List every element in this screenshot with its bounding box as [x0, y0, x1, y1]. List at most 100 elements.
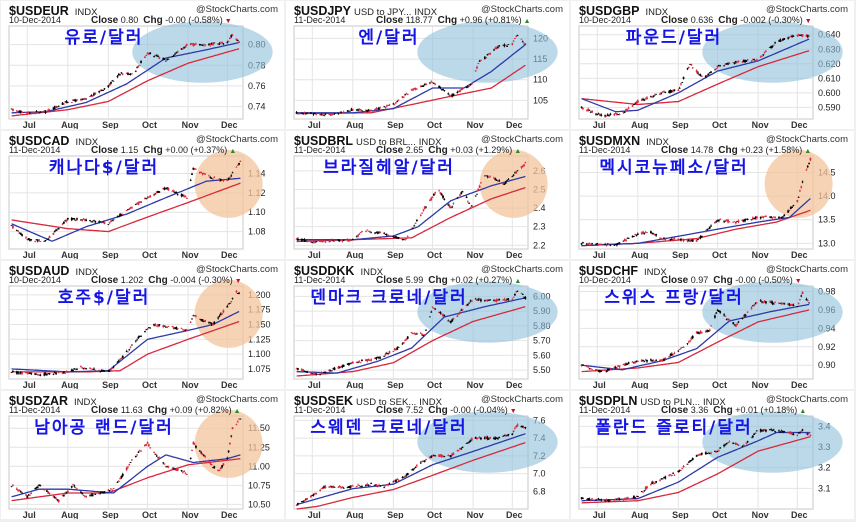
candle-body [728, 62, 731, 64]
candle-body [737, 444, 740, 446]
candle-body [511, 433, 514, 435]
candle-body [733, 324, 736, 326]
candle-body [737, 321, 740, 323]
candle-body [719, 311, 722, 313]
candle-body [90, 221, 93, 223]
candle-body [783, 38, 786, 40]
x-tick-label: Jul [308, 120, 321, 129]
candle-body [65, 220, 68, 222]
candle-body [38, 239, 40, 241]
candle-body [162, 462, 165, 464]
candle-body [520, 292, 523, 294]
korean-pair-label: 캐나다$/달러 [48, 158, 160, 178]
candle-body [198, 43, 201, 46]
candle-body [719, 447, 722, 449]
candle-body [627, 237, 630, 239]
candle-body [367, 485, 370, 487]
candle-body [57, 106, 60, 108]
candle-body [355, 109, 358, 111]
candle-body [447, 93, 450, 95]
candle-body [55, 498, 57, 499]
candle-body [791, 35, 793, 37]
candle-body [119, 74, 122, 76]
candle-body [626, 363, 629, 365]
candle-body [231, 172, 234, 174]
candle-body [797, 196, 800, 198]
candle-body [351, 361, 354, 364]
candle-body [81, 367, 84, 369]
candle-body [82, 494, 85, 496]
candle-body [483, 175, 486, 177]
candle-body [698, 332, 701, 334]
stockcharts-brand: @StockCharts.com [481, 264, 563, 275]
candle-body [302, 500, 305, 502]
candle-body [222, 463, 225, 466]
candle-body [762, 429, 765, 431]
candle-body [300, 501, 303, 503]
candle-body [771, 45, 774, 47]
candle-body [210, 464, 213, 466]
candle-body [136, 339, 139, 341]
candle-body [732, 62, 735, 64]
candle-body [653, 94, 656, 96]
candle-body [504, 181, 507, 184]
candle-body [788, 210, 791, 211]
y-tick-label: 2.4 [533, 203, 546, 213]
candle-body [514, 428, 516, 429]
candle-body [183, 471, 186, 472]
candle-body [227, 450, 230, 453]
candle-body [85, 98, 88, 100]
candle-body [429, 199, 431, 201]
candle-body [515, 35, 518, 37]
candle-body [456, 315, 459, 317]
x-tick-label: Nov [182, 120, 199, 129]
candle-body [434, 455, 437, 457]
candle-body [690, 239, 693, 241]
candle-body [366, 110, 369, 112]
x-tick-label: Sep [672, 380, 689, 389]
candle-body [302, 369, 305, 372]
chg-label: Chg [437, 15, 458, 26]
candle-body [493, 49, 495, 51]
candle-body [805, 433, 808, 435]
candle-body [746, 59, 749, 61]
candle-body [387, 483, 390, 486]
candle-body [497, 438, 499, 440]
candle-body [153, 323, 156, 326]
candle-body [297, 113, 299, 115]
candle-body [193, 168, 196, 170]
candle-body [130, 459, 133, 461]
chart-description: USD to JPY... [353, 7, 412, 18]
candle-body [129, 462, 132, 463]
candle-body [218, 178, 221, 181]
candle-body [597, 498, 600, 500]
candle-body [192, 315, 195, 317]
x-tick-label: Nov [752, 380, 769, 389]
candle-body [222, 43, 225, 45]
candle-body [706, 229, 709, 231]
candle-body [46, 238, 48, 240]
highlight-circle [194, 409, 263, 478]
candle-body [236, 293, 239, 294]
candle-body [512, 174, 515, 176]
candle-body [175, 469, 178, 471]
candle-body [396, 237, 399, 239]
candle-body [710, 325, 712, 327]
candle-body [715, 312, 718, 314]
candle-body [43, 489, 46, 491]
candle-body [239, 160, 242, 162]
candle-body [174, 327, 176, 329]
x-tick-label: Nov [752, 510, 769, 519]
candle-body [783, 214, 786, 217]
candle-body [511, 176, 514, 178]
candle-body [425, 458, 427, 460]
candle-body [48, 493, 51, 495]
y-tick-label: 2.2 [533, 240, 546, 250]
chart-exchange: INDX [74, 397, 97, 408]
candle-body [314, 113, 316, 114]
candle-body [155, 325, 158, 327]
candle-body [498, 299, 501, 301]
candle-body [12, 225, 14, 229]
candle-body [107, 85, 110, 88]
candle-body [651, 481, 654, 485]
